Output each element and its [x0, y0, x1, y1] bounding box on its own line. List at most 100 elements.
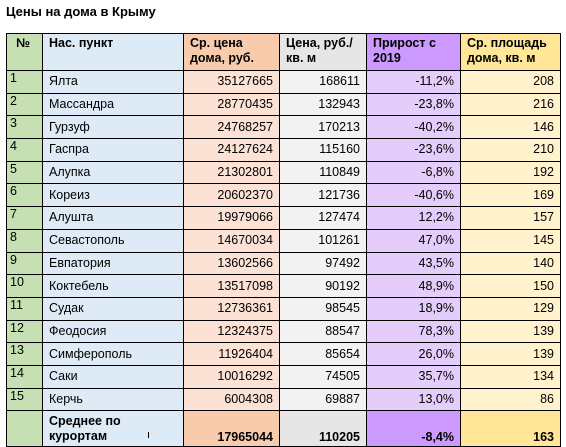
- footer-cell-price-per-meter: 110205: [279, 410, 367, 447]
- cell-name: Севастополь: [42, 228, 184, 253]
- cell-price-per-meter: 74505: [279, 364, 367, 389]
- cell-name: Евпатория: [42, 251, 184, 276]
- cell-price: 12324375: [183, 319, 280, 344]
- cell-num: 11: [6, 296, 43, 321]
- cell-growth: -23,8%: [366, 92, 461, 117]
- cell-area: 139: [460, 342, 561, 366]
- cell-price-per-meter: 85654: [279, 342, 367, 366]
- cell-price: 14670034: [183, 228, 280, 253]
- cell-price-per-meter: 88547: [279, 319, 367, 344]
- cell-growth: -40,6%: [366, 183, 461, 208]
- cell-growth: 18,9%: [366, 296, 461, 321]
- cell-num: 3: [6, 115, 43, 140]
- cell-name: Судак: [42, 296, 184, 321]
- cell-price: 28770435: [183, 92, 280, 117]
- cell-area: 208: [460, 70, 561, 94]
- cell-growth: 13,0%: [366, 387, 461, 412]
- cell-num: 1: [6, 70, 43, 94]
- cell-num: 13: [6, 342, 43, 366]
- cell-growth: 47,0%: [366, 228, 461, 253]
- cell-name: Гурзуф: [42, 115, 184, 140]
- cell-growth: 26,0%: [366, 342, 461, 366]
- footer-cell-growth: -8,4%: [366, 410, 461, 447]
- cell-growth: -23,6%: [366, 138, 461, 162]
- table-row: 15 Керчь 6004308 69887 13,0% 86: [6, 387, 561, 412]
- cell-num: 10: [6, 274, 43, 298]
- cell-price: 19979066: [183, 206, 280, 230]
- cell-price: 24768257: [183, 115, 280, 140]
- cell-name: Гаспра: [42, 138, 184, 162]
- cell-price-per-meter: 110849: [279, 160, 367, 185]
- cell-price: 35127665: [183, 70, 280, 94]
- cell-num: 2: [6, 92, 43, 117]
- cell-growth: 48,9%: [366, 274, 461, 298]
- cell-price-per-meter: 101261: [279, 228, 367, 253]
- cell-price-per-meter: 115160: [279, 138, 367, 162]
- cell-price-per-meter: 90192: [279, 274, 367, 298]
- cell-area: 145: [460, 228, 561, 253]
- cell-num: 15: [6, 387, 43, 412]
- cell-price-per-meter: 168611: [279, 70, 367, 94]
- cell-area: 129: [460, 296, 561, 321]
- cell-growth: -40,2%: [366, 115, 461, 140]
- footer-cell-name: Среднее по курортам: [42, 410, 184, 447]
- cell-price-per-meter: 132943: [279, 92, 367, 117]
- cell-name: Керчь: [42, 387, 184, 412]
- cell-num: 5: [6, 160, 43, 185]
- cell-price-per-meter: 98545: [279, 296, 367, 321]
- cell-price: 13602566: [183, 251, 280, 276]
- cell-area: 140: [460, 251, 561, 276]
- cell-price: 20602370: [183, 183, 280, 208]
- table-row: 2 Массандра 28770435 132943 -23,8% 216: [6, 92, 561, 117]
- header-price: Ср. цена дома, руб.: [183, 33, 280, 71]
- cell-area: 134: [460, 364, 561, 389]
- cell-price-per-meter: 69887: [279, 387, 367, 412]
- cell-name: Феодосия: [42, 319, 184, 344]
- cell-name: Саки: [42, 364, 184, 389]
- cell-num: 12: [6, 319, 43, 344]
- cell-area: 216: [460, 92, 561, 117]
- header-growth: Прирост с 2019: [366, 33, 461, 71]
- header-name: Нас. пункт: [42, 33, 184, 71]
- table-row: 4 Гаспра 24127624 115160 -23,6% 210: [6, 138, 561, 162]
- table-row: 10 Коктебель 13517098 90192 48,9% 150: [6, 274, 561, 298]
- cell-price-per-meter: 121736: [279, 183, 367, 208]
- cell-area: 192: [460, 160, 561, 185]
- prices-table: № Нас. пункт Ср. цена дома, руб. Цена, р…: [6, 33, 561, 447]
- cell-name: Ялта: [42, 70, 184, 94]
- cell-price: 11926404: [183, 342, 280, 366]
- page-title: Цены на дома в Крыму: [6, 4, 156, 19]
- cell-num: 9: [6, 251, 43, 276]
- cell-price: 6004308: [183, 387, 280, 412]
- cell-growth: 35,7%: [366, 364, 461, 389]
- table-row: 9 Евпатория 13602566 97492 43,5% 140: [6, 251, 561, 276]
- cell-num: 8: [6, 228, 43, 253]
- table-footer-row: Среднее по курортам 17965044 110205 -8,4% 16…: [6, 410, 561, 447]
- table-row: 3 Гурзуф 24768257 170213 -40,2% 146: [6, 115, 561, 140]
- cell-name: Алупка: [42, 160, 184, 185]
- cell-price-per-meter: 170213: [279, 115, 367, 140]
- cell-area: 86: [460, 387, 561, 412]
- header-area: Ср. площадь дома, кв. м: [460, 33, 561, 71]
- table-row: 13 Симферополь 11926404 85654 26,0% 139: [6, 342, 561, 366]
- cell-area: 169: [460, 183, 561, 208]
- cell-num: 7: [6, 206, 43, 230]
- cell-area: 146: [460, 115, 561, 140]
- table-row: 7 Алушта 19979066 127474 12,2% 157: [6, 206, 561, 230]
- cell-area: 150: [460, 274, 561, 298]
- cell-num: 4: [6, 138, 43, 162]
- table-row: 6 Кореиз 20602370 121736 -40,6% 169: [6, 183, 561, 208]
- cell-growth: 12,2%: [366, 206, 461, 230]
- footer-cell-num: [6, 410, 43, 447]
- cell-name: Алушта: [42, 206, 184, 230]
- cell-growth: 43,5%: [366, 251, 461, 276]
- cell-area: 139: [460, 319, 561, 344]
- header-num: №: [6, 33, 43, 71]
- cell-name: Массандра: [42, 92, 184, 117]
- table-row: 8 Севастополь 14670034 101261 47,0% 145: [6, 228, 561, 253]
- cell-area: 157: [460, 206, 561, 230]
- cell-growth: -6,8%: [366, 160, 461, 185]
- footer-cell-price: 17965044: [183, 410, 280, 447]
- cell-growth: 78,3%: [366, 319, 461, 344]
- cell-price: 24127624: [183, 138, 280, 162]
